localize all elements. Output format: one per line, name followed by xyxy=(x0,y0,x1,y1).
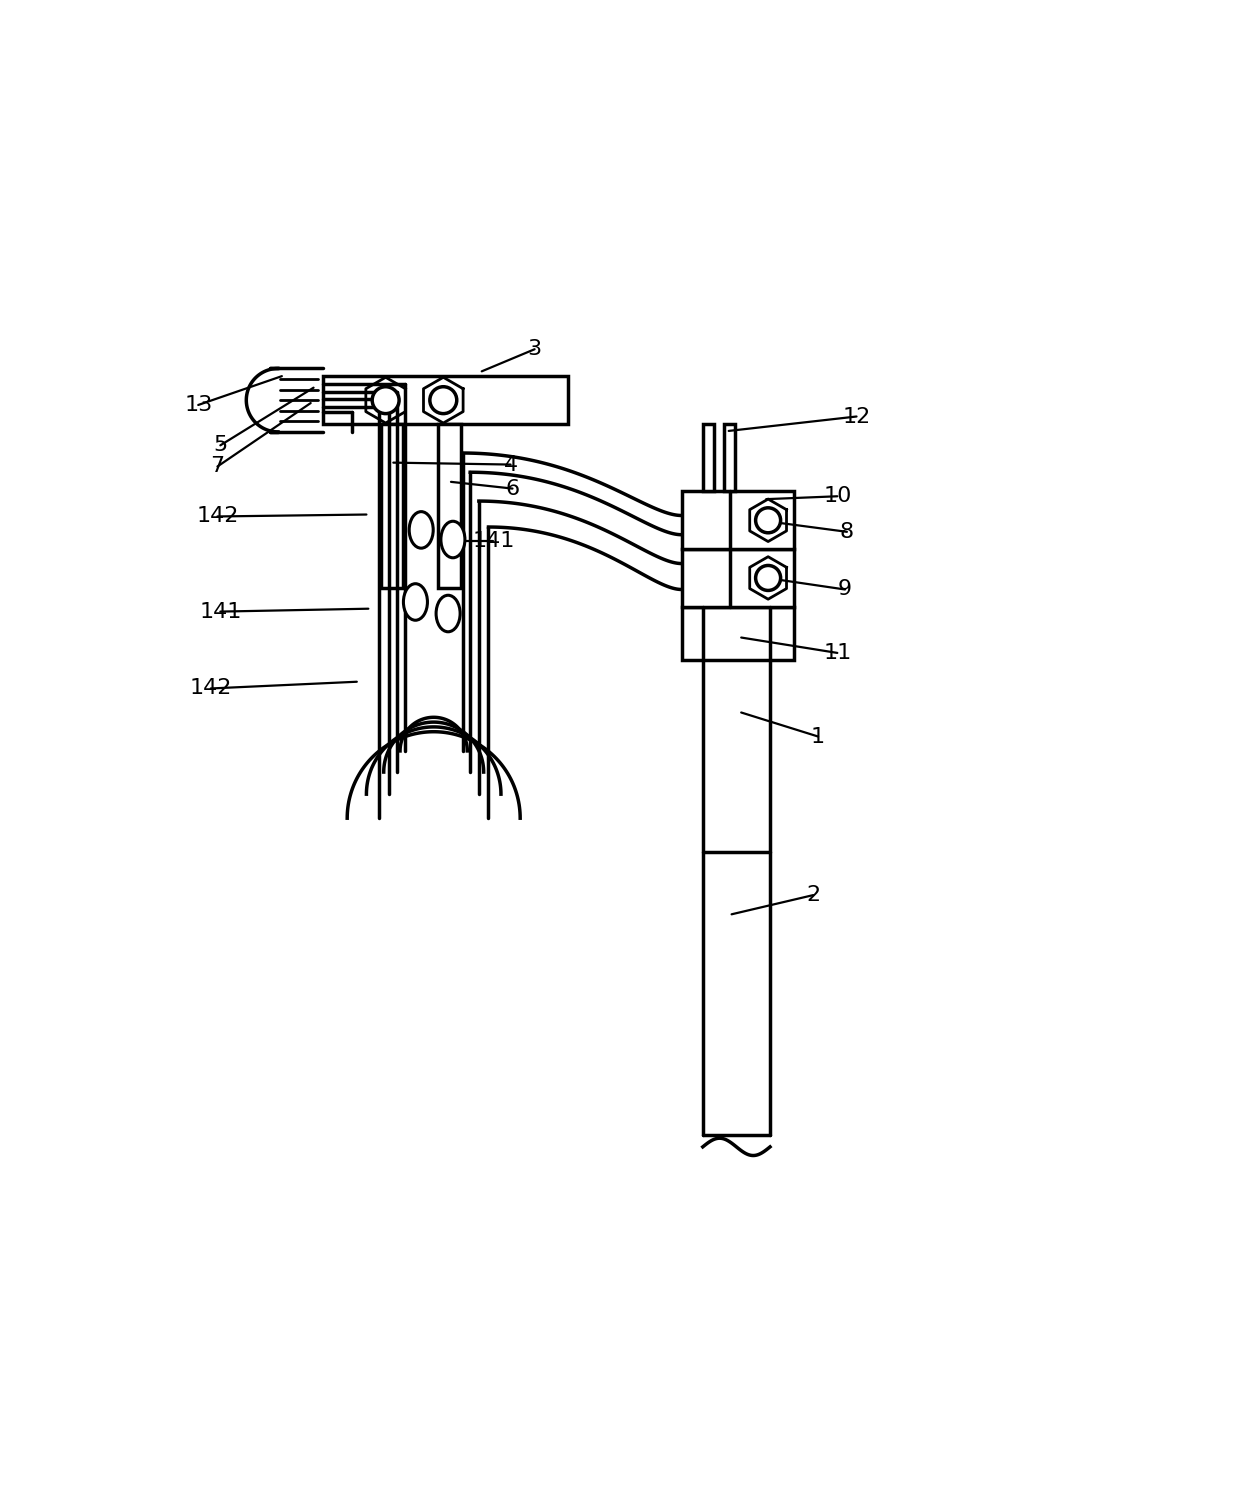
Text: 2: 2 xyxy=(806,885,821,906)
Text: 13: 13 xyxy=(184,396,212,415)
Text: 5: 5 xyxy=(213,436,227,455)
Bar xyxy=(703,424,714,492)
Circle shape xyxy=(372,387,399,413)
Bar xyxy=(682,549,794,607)
Text: 142: 142 xyxy=(196,507,238,526)
Ellipse shape xyxy=(409,512,433,549)
Text: 6: 6 xyxy=(506,479,520,498)
Text: 142: 142 xyxy=(190,678,232,699)
Text: 3: 3 xyxy=(527,339,542,360)
Text: 141: 141 xyxy=(200,602,242,622)
Ellipse shape xyxy=(403,584,428,620)
Text: 9: 9 xyxy=(838,580,852,599)
Circle shape xyxy=(755,565,781,590)
Circle shape xyxy=(430,387,456,413)
Text: 4: 4 xyxy=(503,455,517,474)
Bar xyxy=(682,607,794,660)
Bar xyxy=(381,424,403,587)
Text: 8: 8 xyxy=(839,522,854,541)
Text: 10: 10 xyxy=(823,486,852,506)
Bar xyxy=(724,424,735,492)
Ellipse shape xyxy=(436,595,460,632)
Circle shape xyxy=(755,507,781,532)
Text: 1: 1 xyxy=(811,727,825,746)
Text: 7: 7 xyxy=(211,457,224,476)
Ellipse shape xyxy=(441,522,465,558)
Text: 11: 11 xyxy=(823,642,852,663)
Bar xyxy=(439,424,460,587)
Text: 141: 141 xyxy=(472,531,515,552)
Bar xyxy=(682,492,794,549)
Bar xyxy=(324,376,568,424)
Text: 12: 12 xyxy=(842,406,870,427)
